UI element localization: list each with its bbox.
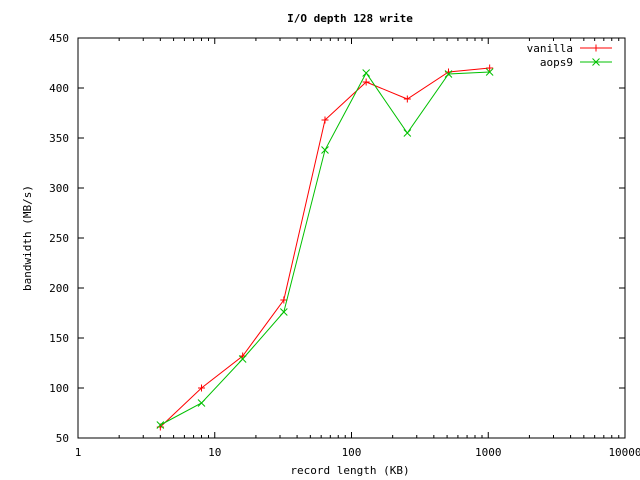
data-point-vanilla [197, 384, 205, 392]
y-tick-label: 200 [49, 282, 69, 295]
data-point-aops9 [279, 308, 288, 316]
y-tick-label: 400 [49, 82, 69, 95]
y-tick-label: 350 [49, 132, 69, 145]
data-point-aops9 [403, 129, 412, 137]
x-axis: 1 10 100 1000 10000 [75, 38, 640, 459]
data-point-aops9 [197, 399, 206, 407]
data-point-vanilla [321, 116, 329, 124]
x-axis-label: record length (KB) [290, 464, 409, 477]
data-point-aops9 [238, 355, 247, 363]
legend-marker-aops9 [592, 58, 600, 66]
y-tick-label: 100 [49, 382, 69, 395]
legend-label-vanilla: vanilla [527, 42, 573, 55]
legend-label-aops9: aops9 [540, 56, 573, 69]
data-point-aops9 [321, 146, 329, 154]
data-point-aops9 [444, 70, 453, 78]
x-tick-label: 1 [75, 446, 82, 459]
x-tick-label: 1000 [475, 446, 502, 459]
series-line-aops9 [160, 71, 490, 426]
y-axis-label: bandwidth (MB/s) [21, 185, 34, 291]
series-aops9 [156, 68, 494, 429]
data-point-aops9 [156, 421, 165, 429]
y-axis: 50 100 150 200 250 300 350 400 450 [49, 32, 625, 445]
plot-frame [77, 37, 626, 439]
y-tick-label: 50 [56, 432, 69, 445]
data-point-vanilla [403, 95, 411, 103]
y-tick-label: 450 [49, 32, 69, 45]
data-point-vanilla [280, 296, 288, 304]
series-layer [156, 64, 494, 431]
data-point-aops9 [362, 69, 371, 77]
y-tick-label: 250 [49, 232, 69, 245]
y-tick-label: 150 [49, 332, 69, 345]
data-point-vanilla [486, 64, 494, 72]
y-tick-label: 300 [49, 182, 69, 195]
x-tick-label: 100 [342, 446, 362, 459]
chart-title: I/O depth 128 write [287, 12, 413, 25]
series-vanilla [156, 64, 494, 431]
x-tick-label: 10000 [608, 446, 640, 459]
data-point-vanilla [362, 78, 370, 86]
data-point-aops9 [485, 68, 494, 76]
legend-marker-vanilla [592, 44, 600, 52]
x-tick-label: 10 [208, 446, 221, 459]
